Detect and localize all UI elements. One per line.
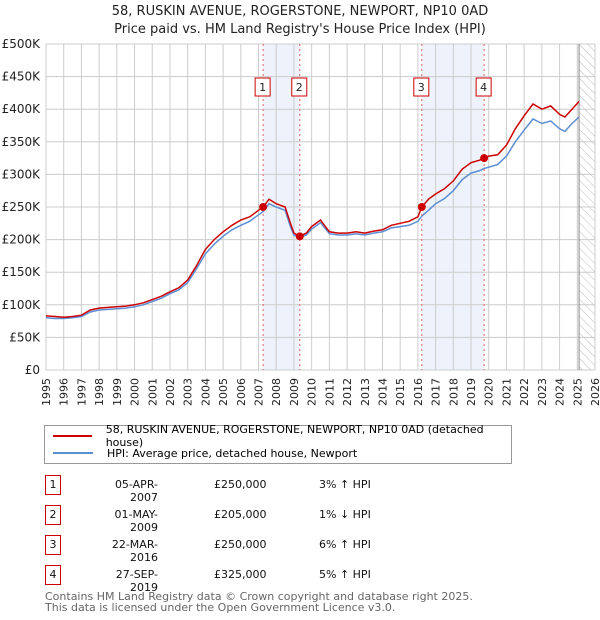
x-tick-label: 2001: [146, 378, 159, 406]
legend-label: 58, RUSKIN AVENUE, ROGERSTONE, NEWPORT, …: [105, 423, 484, 449]
y-tick-label: £300K: [2, 167, 42, 181]
x-tick-label: 2014: [376, 378, 389, 406]
x-tick-label: 2018: [447, 378, 460, 406]
sale-price: £325,000: [214, 568, 267, 581]
sale-label: 2: [296, 81, 303, 94]
x-tick-label: 1997: [75, 378, 88, 406]
x-tick-label: 2004: [199, 378, 212, 406]
sale-label-box: [475, 77, 492, 97]
sale-point: [480, 154, 489, 163]
x-tick-label: 2005: [217, 378, 230, 406]
sale-label: 1: [259, 81, 266, 94]
x-tick-label: 1999: [111, 378, 124, 406]
marker-badge: 3: [45, 535, 61, 555]
sale-price: £250,000: [214, 478, 267, 491]
x-tick-label: 2013: [359, 378, 372, 406]
hpi-diff: 3% ↑ HPI: [319, 478, 371, 491]
x-tick-label: 2010: [306, 378, 319, 406]
red-line-swatch: [53, 435, 92, 437]
x-tick-label: 2020: [483, 378, 496, 406]
hpi-line: [45, 116, 580, 320]
sale-date: 05-APR-2007: [114, 478, 158, 504]
y-tick-label: £200K: [2, 233, 42, 247]
y-tick-label: £250K: [2, 200, 42, 214]
legend-item-hpi: HPI: Average price, detached house, Newp…: [53, 446, 357, 460]
x-tick-label: 2023: [536, 378, 549, 406]
marker-badge: 1: [45, 475, 61, 495]
sale-price: £205,000: [214, 508, 267, 521]
x-tick-label: 2022: [518, 378, 531, 406]
sale-date: 27-SEP-2019: [115, 568, 158, 594]
legend-item-property: 58, RUSKIN AVENUE, ROGERSTONE, NEWPORT, …: [53, 423, 511, 449]
x-tick-label: 2000: [129, 378, 142, 406]
x-tick-label: 2011: [323, 378, 336, 406]
marker-badge: 4: [45, 565, 61, 585]
sale-date: 22-MAR-2016: [111, 538, 158, 564]
hpi-diff: 5% ↑ HPI: [319, 568, 371, 581]
footer-licence: This data is licensed under the Open Gov…: [45, 601, 396, 614]
sale-point: [295, 232, 304, 241]
transaction-row: 3 22-MAR-2016 £250,000 6% ↑ HPI: [0, 535, 600, 564]
sale-price: £250,000: [214, 538, 267, 551]
sale-date: 01-MAY-2009: [114, 508, 158, 534]
sale-label-box: [254, 77, 271, 97]
marker-badge: 2: [45, 505, 61, 525]
x-tick-label: 2007: [253, 378, 266, 406]
x-tick-label: 2008: [270, 378, 283, 406]
chart-subtitle: Price paid vs. HM Land Registry's House …: [114, 22, 486, 37]
sale-label: 3: [418, 81, 425, 94]
hpi-diff: 6% ↑ HPI: [319, 538, 371, 551]
legend-label: HPI: Average price, detached house, Newp…: [107, 446, 358, 460]
price-chart: 1995 1996 1997 1998 1999 2000 2001 2002 2003 2004…: [2, 37, 600, 406]
x-tick-label: 2009: [288, 378, 301, 406]
hpi-diff: 1% ↓ HPI: [319, 508, 371, 521]
x-tick-label: 2006: [235, 378, 248, 406]
x-tick-label: 2015: [394, 378, 407, 406]
y-tick-label: £450K: [2, 70, 42, 84]
x-tick-label: 2026: [589, 378, 600, 406]
x-tick-label: 2021: [500, 378, 513, 406]
property-price-line: [45, 100, 580, 318]
y-tick-label: £150K: [2, 265, 42, 279]
x-tick-label: 2024: [554, 378, 567, 406]
y-tick-label: £500K: [2, 37, 42, 51]
y-tick-label: £400K: [2, 102, 42, 116]
blue-line-swatch: [53, 452, 93, 454]
x-tick-label: 1998: [93, 378, 106, 406]
y-tick-label: £0: [25, 363, 40, 377]
chart-title: 58, RUSKIN AVENUE, ROGERSTONE, NEWPORT, …: [111, 4, 489, 19]
x-tick-label: 2016: [412, 378, 425, 406]
footer-copyright: Contains HM Land Registry data © Crown c…: [45, 590, 473, 603]
y-tick-label: £350K: [2, 135, 42, 149]
x-tick-label: 2019: [465, 378, 478, 406]
transaction-row: 4 27-SEP-2019 £325,000 5% ↑ HPI: [0, 565, 600, 594]
x-tick-label: 1995: [40, 378, 53, 406]
legend: 58, RUSKIN AVENUE, ROGERSTONE, NEWPORT, …: [44, 423, 512, 464]
sale-label-box: [291, 77, 308, 97]
x-tick-label: 2003: [182, 378, 195, 406]
y-tick-label: £50K: [9, 330, 41, 344]
x-tick-label: 2002: [164, 378, 177, 406]
y-tick-label: £100K: [2, 298, 42, 312]
x-tick-label: 2025: [571, 378, 584, 406]
x-tick-label: 2012: [341, 378, 354, 406]
transaction-row: 1 05-APR-2007 £250,000 3% ↑ HPI: [0, 475, 600, 504]
sale-label-box: [413, 77, 430, 97]
sale-label: 4: [480, 81, 487, 94]
sale-point: [417, 203, 426, 211]
x-tick-label: 1996: [58, 378, 71, 406]
transaction-row: 2 01-MAY-2009 £205,000 1% ↓ HPI: [0, 505, 600, 534]
x-tick-label: 2017: [430, 378, 443, 406]
sale-point: [259, 203, 268, 211]
